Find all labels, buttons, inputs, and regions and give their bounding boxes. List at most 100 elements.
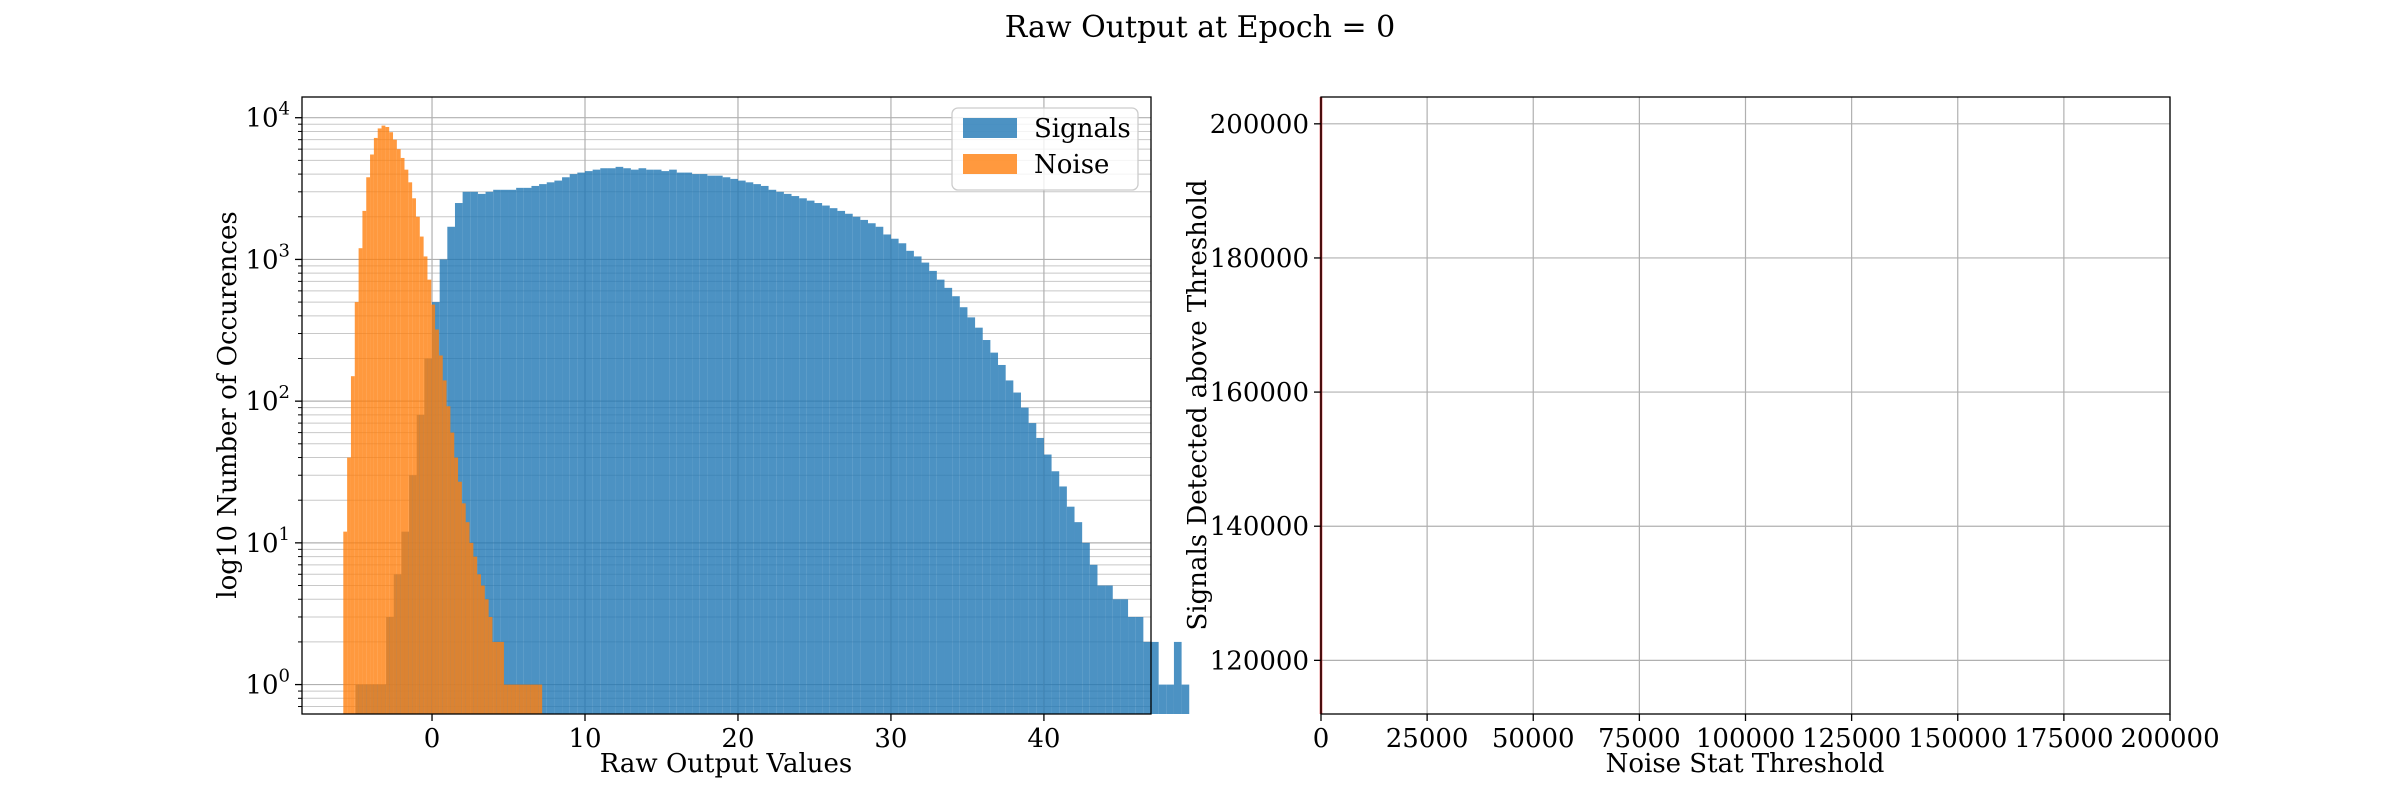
- histogram-bar-signals: [1120, 599, 1129, 714]
- threshold-grid: [1320, 97, 2171, 714]
- histogram-bar-signals: [768, 189, 777, 714]
- histogram-bar-noise: [492, 641, 497, 714]
- histogram-bar-signals: [776, 191, 784, 714]
- histogram-bar-signals: [753, 184, 761, 714]
- histogram-bar-noise: [465, 522, 470, 714]
- histogram-bar-signals: [982, 340, 991, 714]
- histogram-bar-noise: [415, 216, 420, 714]
- histogram-bar-signals: [1135, 616, 1144, 714]
- histogram-bar-signals: [500, 189, 509, 714]
- tick-label-y: 120000: [1210, 646, 1309, 676]
- histogram-bar-noise: [435, 329, 439, 714]
- histogram-bar-noise: [458, 481, 462, 714]
- histogram-bar-noise: [350, 376, 355, 714]
- histogram-bar-noise: [393, 139, 397, 714]
- histogram-bar-signals: [944, 287, 953, 714]
- tick-label-x: 150000: [1908, 724, 2007, 754]
- histogram-bar-signals: [1074, 522, 1083, 714]
- histogram-bar-signals: [745, 182, 754, 714]
- histogram-bar-signals: [661, 171, 670, 714]
- histogram-bar-signals: [462, 191, 471, 714]
- histogram-bar-signals: [890, 238, 899, 715]
- tick-label-x: 30: [874, 724, 907, 754]
- tick-label-y: 102: [245, 382, 290, 417]
- histogram-bar-signals: [646, 169, 654, 714]
- histogram-bar-signals: [898, 243, 907, 714]
- histogram-bar-noise: [354, 302, 359, 714]
- histogram-bar-signals: [638, 168, 647, 715]
- histogram-bar-signals: [952, 296, 960, 714]
- tick-label-x: 20: [721, 724, 754, 754]
- histogram-ticks: 100 101 102 103 104 0 10 20 30 40: [245, 99, 1060, 754]
- histogram-bar-signals: [546, 182, 555, 714]
- histogram-bar-noise: [400, 157, 405, 715]
- tick-label-x: 200000: [2120, 724, 2219, 754]
- tick-label-y: 101: [245, 524, 290, 559]
- histogram-bar-signals: [1181, 684, 1190, 714]
- histogram-bar-noise: [347, 457, 351, 714]
- histogram-bar-signals: [653, 169, 662, 714]
- histogram-bar-signals: [715, 175, 723, 715]
- histogram-legend: Signals Noise: [951, 107, 1139, 191]
- legend-swatch-noise: [963, 154, 1017, 174]
- histogram-bar-noise: [503, 684, 508, 714]
- threshold-y-axis-label: Signals Detected above Threshold: [1183, 179, 1213, 630]
- histogram-bar-signals: [921, 262, 930, 714]
- histogram-bar-noise: [442, 380, 447, 714]
- histogram-bar-signals: [523, 187, 532, 714]
- histogram-bar-noise: [523, 684, 527, 714]
- histogram-bar-noise: [507, 684, 512, 714]
- histogram-bar-signals: [936, 279, 945, 714]
- histogram-bar-noise: [427, 279, 432, 714]
- histogram-bar-signals: [975, 327, 983, 714]
- histogram-bar-noise: [343, 531, 348, 714]
- histogram-bar-noise: [446, 406, 451, 714]
- tick-label-y: 180000: [1210, 244, 1309, 274]
- histogram-bar-signals: [600, 168, 608, 715]
- histogram-bar-signals: [737, 180, 746, 715]
- histogram-bar-noise: [412, 198, 416, 714]
- histogram-bar-signals: [722, 177, 731, 714]
- histogram-bar-signals: [1112, 599, 1121, 714]
- histogram-bar-signals: [799, 198, 807, 714]
- histogram-bar-signals: [493, 189, 501, 714]
- histogram-bar-noise: [480, 585, 485, 714]
- histogram-bar-signals: [883, 234, 891, 714]
- histogram-bar-signals: [906, 250, 914, 715]
- histogram-bar-noise: [358, 248, 363, 714]
- histogram-bar-signals: [1043, 454, 1052, 714]
- threshold-ticks: 0 25000 50000 75000 100000 125000 150000 175000…: [1210, 110, 2220, 754]
- legend-swatch-signals: [963, 118, 1017, 138]
- histogram-bar-noise: [377, 128, 382, 714]
- histogram-bar-signals: [577, 172, 585, 715]
- histogram-bar-signals: [592, 169, 601, 714]
- histogram-bar-noise: [381, 125, 386, 714]
- histogram-bar-signals: [929, 270, 937, 714]
- histogram-bar-noise: [404, 169, 409, 714]
- histogram-bar-signals: [913, 256, 922, 714]
- histogram-bar-signals: [707, 175, 716, 715]
- histogram-bar-signals: [1020, 407, 1029, 714]
- histogram-bar-signals: [998, 364, 1006, 714]
- tick-label-x: 175000: [2014, 724, 2113, 754]
- histogram-bar-signals: [967, 317, 976, 714]
- histogram-bar-signals: [1097, 585, 1106, 714]
- histogram-bar-signals: [1013, 392, 1021, 714]
- tick-label-y: 104: [245, 99, 290, 134]
- histogram-bar-noise: [538, 684, 543, 714]
- histogram-bar-signals: [470, 191, 478, 714]
- histogram-bar-signals: [676, 172, 685, 715]
- tick-label-x: 0: [424, 724, 441, 754]
- histogram-bar-noise: [473, 556, 478, 714]
- histogram-bar-signals: [562, 177, 570, 714]
- histogram-bar-signals: [607, 168, 616, 715]
- histogram-bar-noise: [373, 137, 378, 714]
- histogram-bar-signals: [569, 174, 578, 714]
- histogram-bar-signals: [1059, 486, 1067, 714]
- histogram-bar-noise: [511, 684, 516, 714]
- tick-label-x: 50000: [1492, 724, 1575, 754]
- tick-label-y: 160000: [1210, 378, 1309, 408]
- histogram-bar-signals: [1173, 641, 1182, 714]
- histogram-bar-signals: [477, 193, 486, 714]
- histogram-bar-signals: [875, 226, 884, 714]
